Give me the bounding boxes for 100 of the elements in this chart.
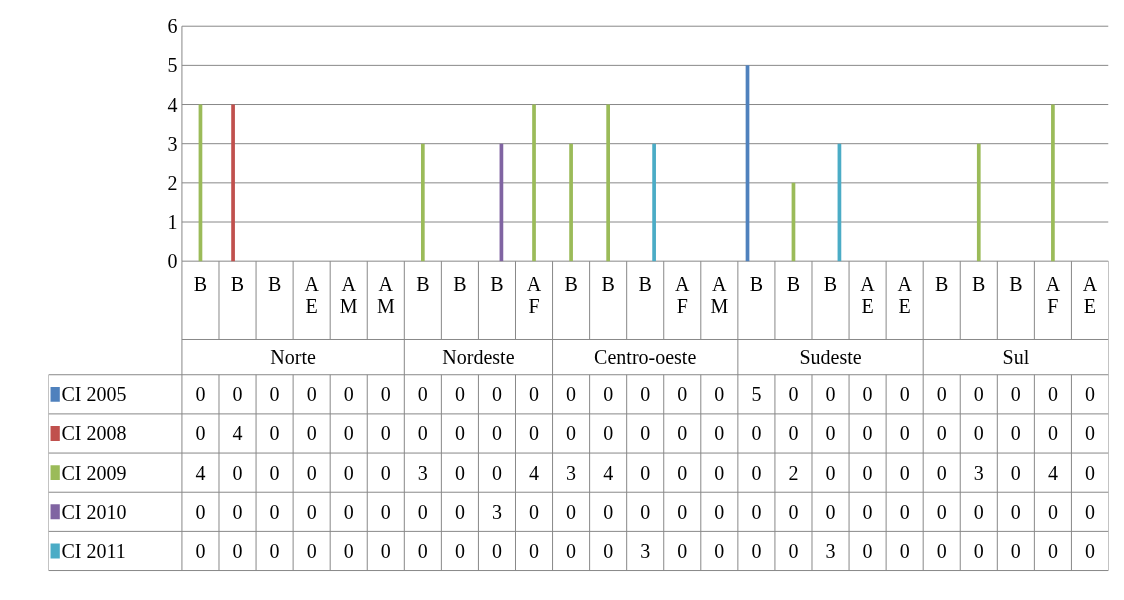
data-label: 0: [454, 461, 465, 484]
data-label: 0: [788, 383, 799, 406]
x-tick-label: B: [564, 272, 578, 295]
data-label: 0: [232, 500, 243, 523]
data-label: 0: [1084, 422, 1095, 445]
bar: [420, 143, 425, 262]
data-label: 4: [529, 461, 540, 484]
bar: [976, 143, 981, 262]
data-label: 0: [269, 539, 280, 562]
data-label: 3: [491, 500, 502, 523]
bar: [652, 143, 656, 262]
data-label: 0: [1010, 461, 1021, 484]
data-label: 0: [529, 383, 540, 406]
data-label: 0: [714, 422, 725, 445]
x-tick-label: B: [935, 272, 949, 295]
text: Centro-oeste: [594, 346, 697, 369]
data-label: 3: [417, 461, 428, 484]
data-label: 0: [232, 461, 243, 484]
data-label: 5: [751, 383, 762, 406]
data-label: 0: [677, 383, 688, 406]
data-label: 0: [640, 461, 651, 484]
y-tick-label: 4: [167, 93, 178, 116]
data-label: 0: [825, 383, 836, 406]
text: Sudeste: [799, 346, 862, 369]
data-label: 0: [380, 422, 391, 445]
data-label: 0: [269, 500, 280, 523]
data-label: 0: [936, 422, 947, 445]
x-tick-label: AE: [1082, 272, 1098, 317]
data-label: 0: [677, 500, 688, 523]
data-label: 0: [1047, 500, 1058, 523]
data-label: 0: [195, 422, 206, 445]
data-label: 0: [1047, 383, 1058, 406]
y-tick-label: 6: [167, 15, 178, 38]
data-label: 0: [862, 539, 873, 562]
x-tick-label: AE: [860, 272, 876, 317]
y-tick-label: 5: [167, 54, 178, 77]
text: Norte: [270, 346, 317, 369]
data-label: 0: [566, 422, 577, 445]
data-label: 0: [269, 422, 280, 445]
data-label: 0: [714, 539, 725, 562]
data-label: 0: [306, 539, 317, 562]
data-label: 3: [973, 461, 984, 484]
data-label: 0: [677, 539, 688, 562]
data-label: 0: [269, 461, 280, 484]
data-label: 0: [380, 539, 391, 562]
x-tick-label: B: [416, 272, 430, 295]
data-label: 0: [751, 500, 762, 523]
x-tick-label: AM: [339, 272, 358, 317]
data-label: 0: [751, 422, 762, 445]
data-label: 0: [973, 500, 984, 523]
data-label: 4: [232, 422, 243, 445]
data-label: 3: [640, 539, 651, 562]
data-label: 0: [862, 422, 873, 445]
data-label: 0: [380, 461, 391, 484]
data-label: 0: [232, 383, 243, 406]
data-label: 0: [306, 383, 317, 406]
x-tick-label: AF: [1045, 272, 1061, 317]
legend-label: CI 2011: [61, 539, 126, 562]
x-tick-label: AE: [304, 272, 320, 317]
x-tick-label: B: [490, 272, 504, 295]
x-tick-label: B: [786, 272, 801, 295]
data-label: 0: [603, 383, 614, 406]
data-label: 0: [529, 539, 540, 562]
data-label: 4: [195, 461, 206, 484]
bar: [231, 104, 235, 262]
data-label: 0: [380, 500, 391, 523]
data-label: 0: [306, 422, 317, 445]
data-label: 0: [1084, 500, 1095, 523]
data-label: 3: [566, 461, 577, 484]
x-tick-label: B: [601, 272, 615, 295]
data-label: 0: [899, 383, 910, 406]
x-tick-label: B: [749, 272, 764, 295]
data-label: 0: [862, 383, 873, 406]
data-label: 0: [343, 539, 354, 562]
y-tick-label: 3: [167, 132, 178, 155]
data-label: 0: [195, 539, 206, 562]
data-label: 0: [973, 422, 984, 445]
y-tick-label: 2: [167, 171, 178, 194]
bar: [1051, 104, 1055, 262]
data-label: 0: [269, 383, 280, 406]
data-label: 0: [603, 422, 614, 445]
data-label: 0: [788, 539, 799, 562]
data-label: 0: [677, 461, 688, 484]
y-tick-label: 0: [167, 250, 178, 273]
data-label: 0: [677, 422, 688, 445]
data-label: 0: [899, 461, 910, 484]
data-label: 0: [936, 461, 947, 484]
data-label: 0: [417, 539, 428, 562]
data-label: 0: [1010, 383, 1021, 406]
text: Sul: [1002, 346, 1030, 369]
data-label: 0: [862, 461, 873, 484]
data-label: 0: [343, 500, 354, 523]
data-label: 3: [825, 539, 836, 562]
data-label: 0: [1084, 383, 1095, 406]
data-label: 0: [1010, 422, 1021, 445]
data-label: 0: [566, 539, 577, 562]
data-label: 0: [640, 500, 651, 523]
legend-label: CI 2009: [61, 461, 127, 484]
data-label: 0: [714, 500, 725, 523]
data-label: 4: [1047, 461, 1058, 484]
